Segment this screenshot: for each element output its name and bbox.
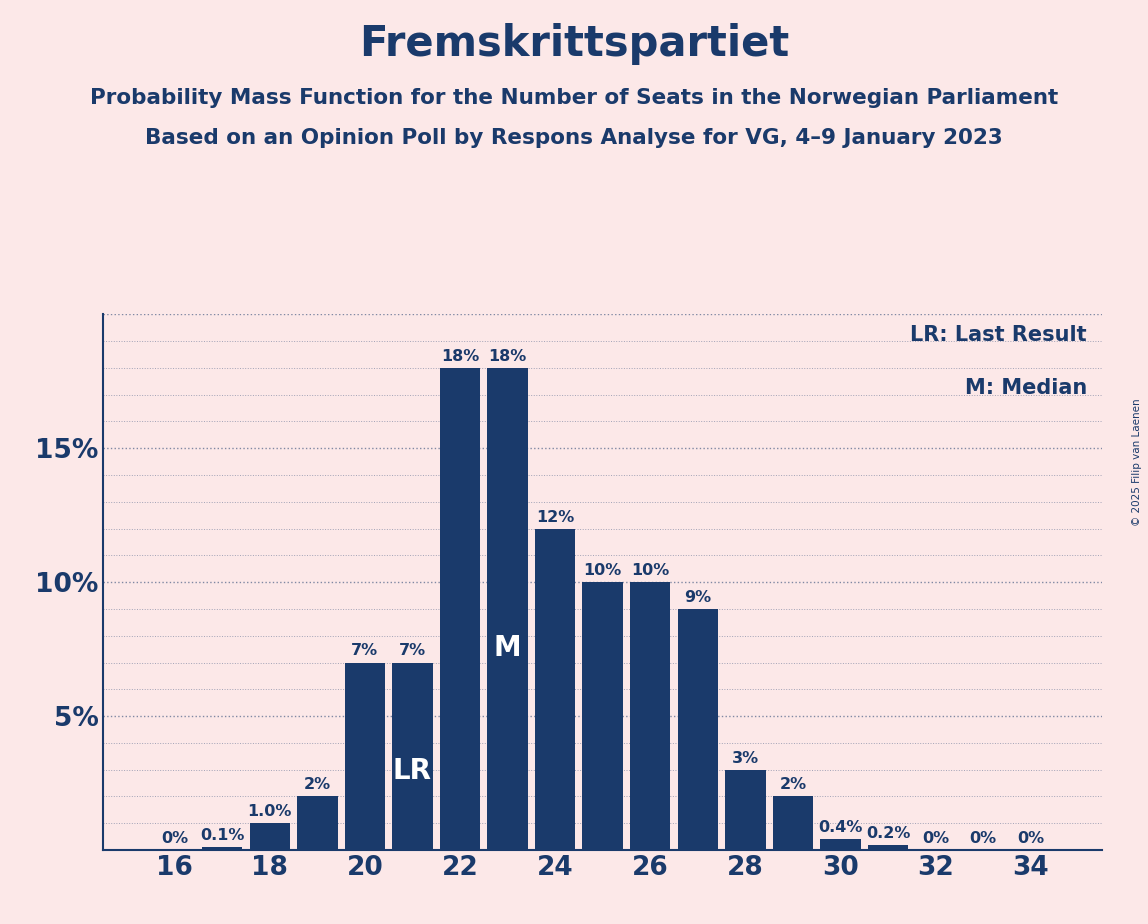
Bar [488,368,528,850]
Text: Probability Mass Function for the Number of Seats in the Norwegian Parliament: Probability Mass Function for the Number… [90,88,1058,108]
Text: © 2025 Filip van Laenen: © 2025 Filip van Laenen [1132,398,1142,526]
Text: 2%: 2% [304,777,331,793]
Bar [868,845,908,850]
Text: LR: Last Result: LR: Last Result [910,325,1087,345]
Bar [821,839,861,850]
Bar [440,368,480,850]
Text: 0%: 0% [1017,831,1045,846]
Text: 0.1%: 0.1% [200,829,245,844]
Text: 0%: 0% [970,831,996,846]
Bar [630,582,670,850]
Bar [582,582,623,850]
Bar [677,609,718,850]
Text: Fremskrittspartiet: Fremskrittspartiet [359,23,789,65]
Text: 2%: 2% [779,777,807,793]
Bar [535,529,575,850]
Text: M: M [494,634,521,662]
Bar [202,847,242,850]
Text: 12%: 12% [536,509,574,525]
Bar [297,796,338,850]
Text: 0%: 0% [922,831,949,846]
Text: 0%: 0% [161,831,188,846]
Bar [249,823,290,850]
Text: 0.2%: 0.2% [866,826,910,841]
Text: 1.0%: 1.0% [248,804,292,820]
Text: 18%: 18% [441,348,479,364]
Text: 3%: 3% [731,750,759,766]
Text: M: Median: M: Median [964,379,1087,398]
Text: 9%: 9% [684,590,712,605]
Bar [726,770,766,850]
Text: LR: LR [393,758,432,785]
Text: 18%: 18% [488,348,527,364]
Bar [344,663,385,850]
Bar [773,796,813,850]
Text: 10%: 10% [583,563,622,578]
Text: 7%: 7% [351,643,379,659]
Text: 0.4%: 0.4% [819,821,862,835]
Text: 10%: 10% [631,563,669,578]
Bar [393,663,433,850]
Text: 7%: 7% [398,643,426,659]
Text: Based on an Opinion Poll by Respons Analyse for VG, 4–9 January 2023: Based on an Opinion Poll by Respons Anal… [145,128,1003,148]
